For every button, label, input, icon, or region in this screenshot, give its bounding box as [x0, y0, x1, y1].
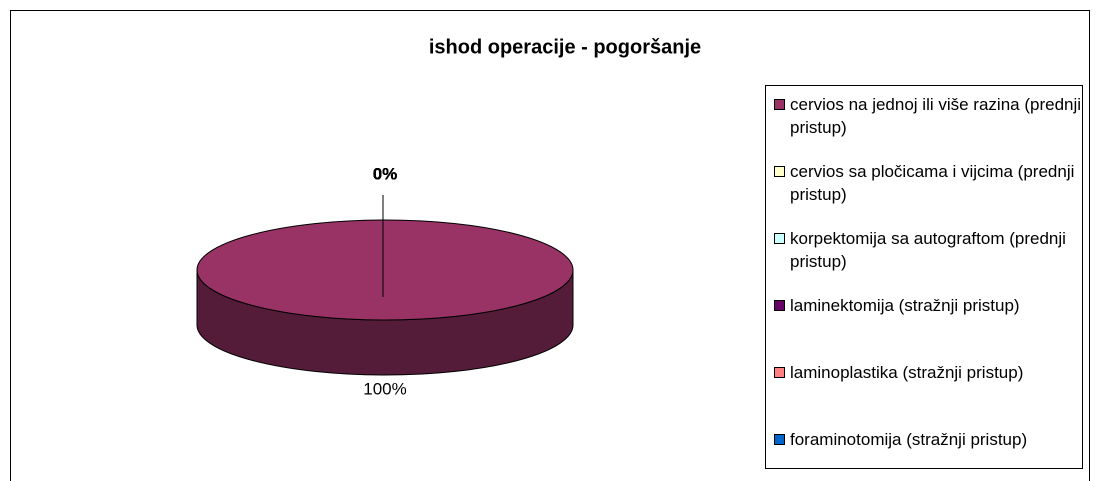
- legend-label: cervios na jednoj ili više razina (predn…: [790, 95, 1082, 137]
- legend-entry: cervios sa pločicama i vijcima (prednji …: [774, 160, 1095, 206]
- data-label: 0%: [373, 164, 398, 183]
- legend-swatch: [774, 233, 785, 244]
- legend-label: cervios sa pločicama i vijcima (prednji …: [790, 162, 1075, 204]
- legend-label: laminektomija (stražnji pristup): [790, 296, 1020, 315]
- legend-entry: foraminotomija (stražnji pristup): [774, 428, 1095, 451]
- data-label: 100%: [363, 379, 406, 398]
- data-label: 0%: [373, 164, 398, 183]
- legend-label: laminoplastika (stražnji pristup): [790, 363, 1024, 382]
- legend-swatch: [774, 99, 785, 110]
- data-label: 0%: [373, 164, 398, 183]
- legend-entry: cervios na jednoj ili više razina (predn…: [774, 93, 1095, 139]
- legend-swatch: [774, 166, 785, 177]
- chart-frame: [10, 10, 1090, 481]
- legend-label: foraminotomija (stražnji pristup): [790, 430, 1028, 449]
- legend: cervios na jednoj ili više razina (predn…: [765, 85, 1083, 469]
- pie-slice: [196, 219, 574, 321]
- legend-entry: laminoplastika (stražnji pristup): [774, 361, 1095, 384]
- legend-entry: korpektomija sa autograftom (prednji pri…: [774, 227, 1095, 273]
- legend-label: korpektomija sa autograftom (prednji pri…: [790, 229, 1066, 271]
- legend-swatch: [774, 367, 785, 378]
- data-label: 0%: [373, 164, 398, 183]
- legend-swatch: [774, 434, 785, 445]
- chart-title: ishod operacije - pogoršanje: [429, 36, 701, 58]
- legend-swatch: [774, 300, 785, 311]
- legend-entry: laminektomija (stražnji pristup): [774, 294, 1095, 317]
- data-label: 0%: [373, 164, 398, 183]
